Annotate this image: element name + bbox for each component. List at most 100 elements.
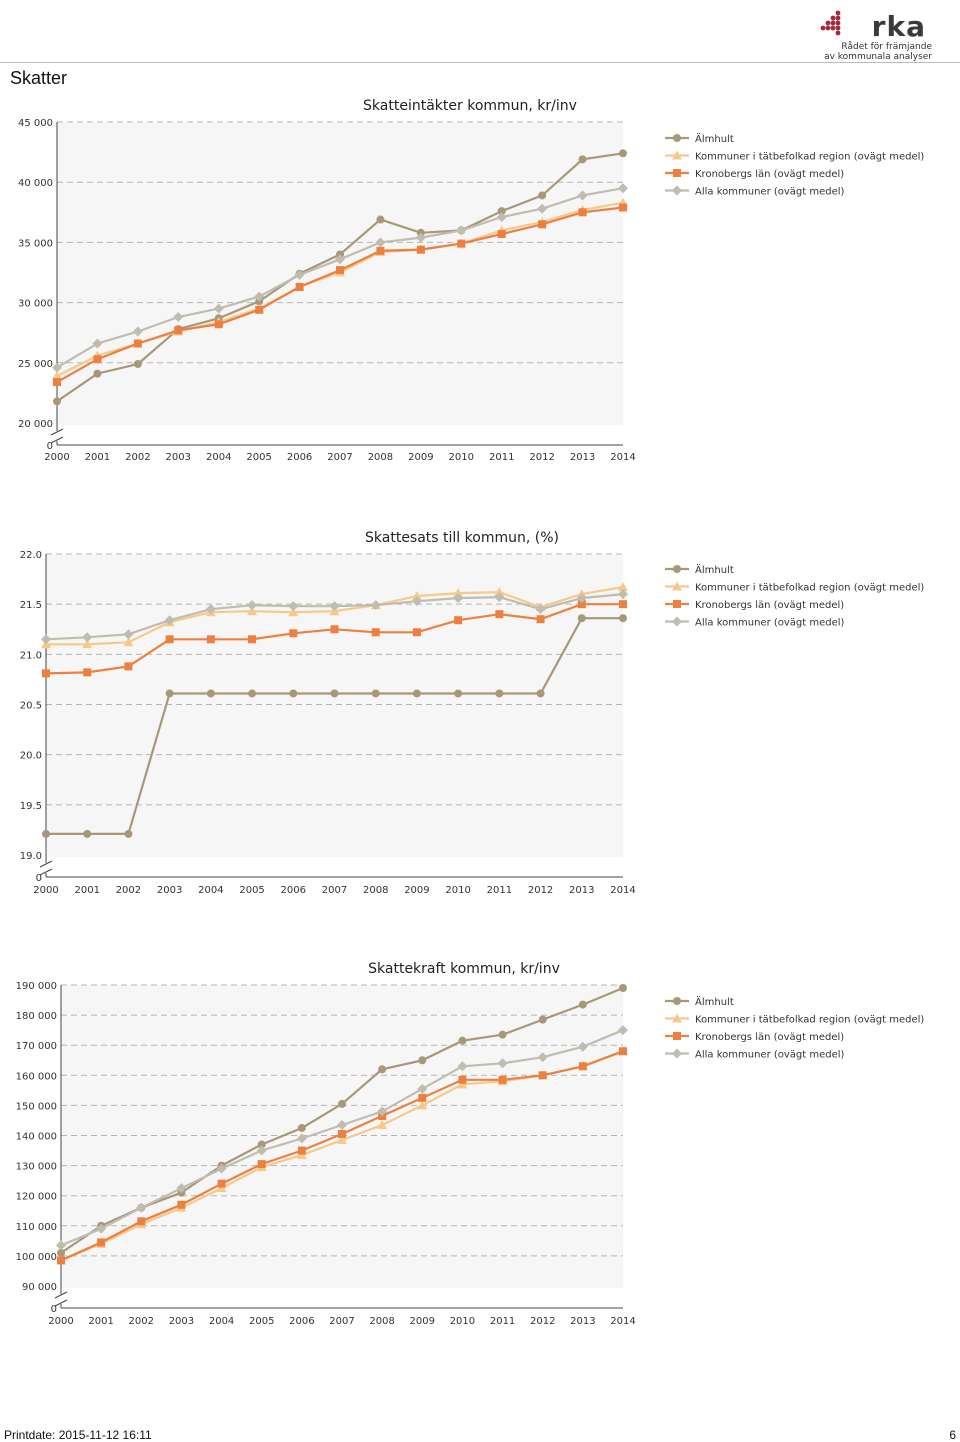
y-tick-label: 140 000: [16, 1132, 57, 1143]
x-tick-label: 2013: [570, 1316, 595, 1327]
data-point: [412, 628, 421, 637]
data-point: [248, 635, 257, 644]
y-tick-label: 150 000: [16, 1101, 57, 1112]
data-point: [576, 593, 587, 604]
data-point: [618, 183, 628, 194]
data-point: [41, 634, 51, 645]
chart-svg: Skattesats till kommun, (%) 19.0 19.5 20.0 2…: [20, 530, 925, 896]
data-point: [82, 639, 93, 649]
data-point: [296, 1133, 307, 1144]
axis-break: [50, 428, 64, 444]
chart-skatteintakter: Skatteintäkter kommun, kr/inv 20 000 25 00…: [0, 90, 960, 490]
legend-label: Kronobergs län (ovägt medel): [695, 600, 844, 611]
data-point: [578, 1000, 587, 1009]
x-tick-label: 2014: [610, 452, 635, 463]
data-point: [494, 592, 505, 603]
data-point: [417, 1083, 428, 1094]
chart-skattekraft: Skattekraft kommun, kr/inv 90 000 100 000 1…: [0, 953, 960, 1353]
chart-svg: Skatteintäkter kommun, kr/inv 20 000 25 00…: [18, 98, 924, 463]
data-point: [376, 246, 385, 255]
x-tick-label: 2012: [530, 1316, 555, 1327]
chart-skattesats: Skattesats till kommun, (%) 19.0 19.5 20.0 2…: [0, 522, 960, 922]
data-point: [297, 1123, 306, 1132]
legend-item-tatbefolkad: Kommuner i tätbefolkad region (ovägt med…: [665, 581, 924, 594]
x-tick-label: 2000: [33, 885, 58, 896]
data-point: [371, 628, 380, 637]
data-point: [52, 362, 62, 373]
y-tick-label: 160 000: [16, 1071, 57, 1082]
data-point: [82, 632, 93, 643]
x-tick-label: 2007: [322, 885, 347, 896]
data-point: [416, 245, 425, 254]
data-point: [370, 600, 381, 611]
y-tick-label: 20 000: [18, 419, 53, 430]
legend-label: Kommuner i tätbefolkad region (ovägt med…: [695, 583, 924, 594]
page-number: 6: [949, 1428, 956, 1442]
series-alla: [41, 589, 628, 645]
data-point: [93, 369, 102, 378]
y-tick-label: 110 000: [16, 1222, 57, 1233]
data-point: [337, 1135, 347, 1145]
legend-label: Kronobergs län (ovägt medel): [695, 169, 844, 180]
legend-item-alla: Alla kommuner (ovägt medel): [665, 1048, 845, 1061]
legend-marker: [673, 997, 681, 1005]
data-point: [97, 1238, 106, 1247]
data-point: [294, 269, 305, 280]
legend-marker: [672, 1048, 682, 1059]
legend-item-alla: Alla kommuner (ovägt medel): [665, 185, 845, 198]
data-point: [53, 378, 61, 387]
x-tick-label: 2014: [610, 885, 635, 896]
data-point: [57, 1248, 65, 1257]
data-point: [257, 1160, 266, 1169]
y-tick-label: 20.5: [20, 701, 42, 712]
data-point: [330, 625, 339, 634]
data-point: [53, 397, 61, 406]
x-tick-label: 2006: [289, 1316, 314, 1327]
data-point: [56, 1240, 66, 1251]
section-title: Skatter: [10, 68, 68, 88]
legend-marker: [672, 581, 682, 591]
data-point: [254, 291, 265, 302]
legend-item-kronoberg: Kronobergs län (ovägt medel): [665, 600, 844, 611]
axis-break: [39, 860, 53, 876]
x-tick-label: 2012: [529, 452, 554, 463]
legend-item-tatbefolkad: Kommuner i tätbefolkad region (ovägt med…: [665, 150, 924, 163]
legend-label: Älmhult: [695, 132, 734, 145]
x-tick-label: 2001: [85, 452, 110, 463]
data-point: [256, 1145, 267, 1156]
data-point: [289, 689, 298, 698]
data-point: [619, 149, 627, 158]
data-point: [418, 1093, 427, 1102]
x-tick-label: 2002: [129, 1316, 154, 1327]
y-tick-label: 45 000: [18, 118, 53, 129]
data-point: [338, 1129, 346, 1138]
legend-item-almhult: Älmhult: [665, 995, 734, 1008]
x-tick-label: 2000: [48, 1316, 73, 1327]
data-point: [577, 614, 586, 623]
legend-item-tatbefolkad: Kommuner i tätbefolkad region (ovägt med…: [665, 1013, 924, 1026]
data-point: [538, 220, 547, 229]
data-point: [453, 588, 464, 598]
y-tick-label: 190 000: [16, 981, 57, 992]
x-tick-label: 2003: [157, 885, 182, 896]
y-tick-label: 0: [36, 873, 42, 884]
legend-marker: [673, 1032, 681, 1040]
data-point: [619, 984, 627, 993]
y-tick-label: 100 000: [16, 1252, 57, 1263]
legend-item-kronoberg: Kronobergs län (ovägt medel): [665, 1032, 844, 1043]
data-point: [132, 326, 143, 337]
data-point: [411, 591, 422, 601]
data-point: [206, 635, 215, 644]
y-tick-label: 120 000: [16, 1192, 57, 1203]
data-point: [619, 614, 627, 623]
data-point: [577, 600, 586, 609]
data-point: [297, 1146, 306, 1155]
rka-logo: rka Rådet för främjande av kommunala ana…: [820, 6, 932, 62]
x-tick-label: 2007: [327, 452, 352, 463]
legend-item-alla: Alla kommuner (ovägt medel): [665, 616, 845, 629]
data-point: [578, 155, 587, 164]
legend-item-almhult: Älmhult: [665, 132, 734, 145]
data-point: [377, 1106, 388, 1117]
x-tick-label: 2007: [329, 1316, 354, 1327]
data-point: [336, 266, 344, 275]
